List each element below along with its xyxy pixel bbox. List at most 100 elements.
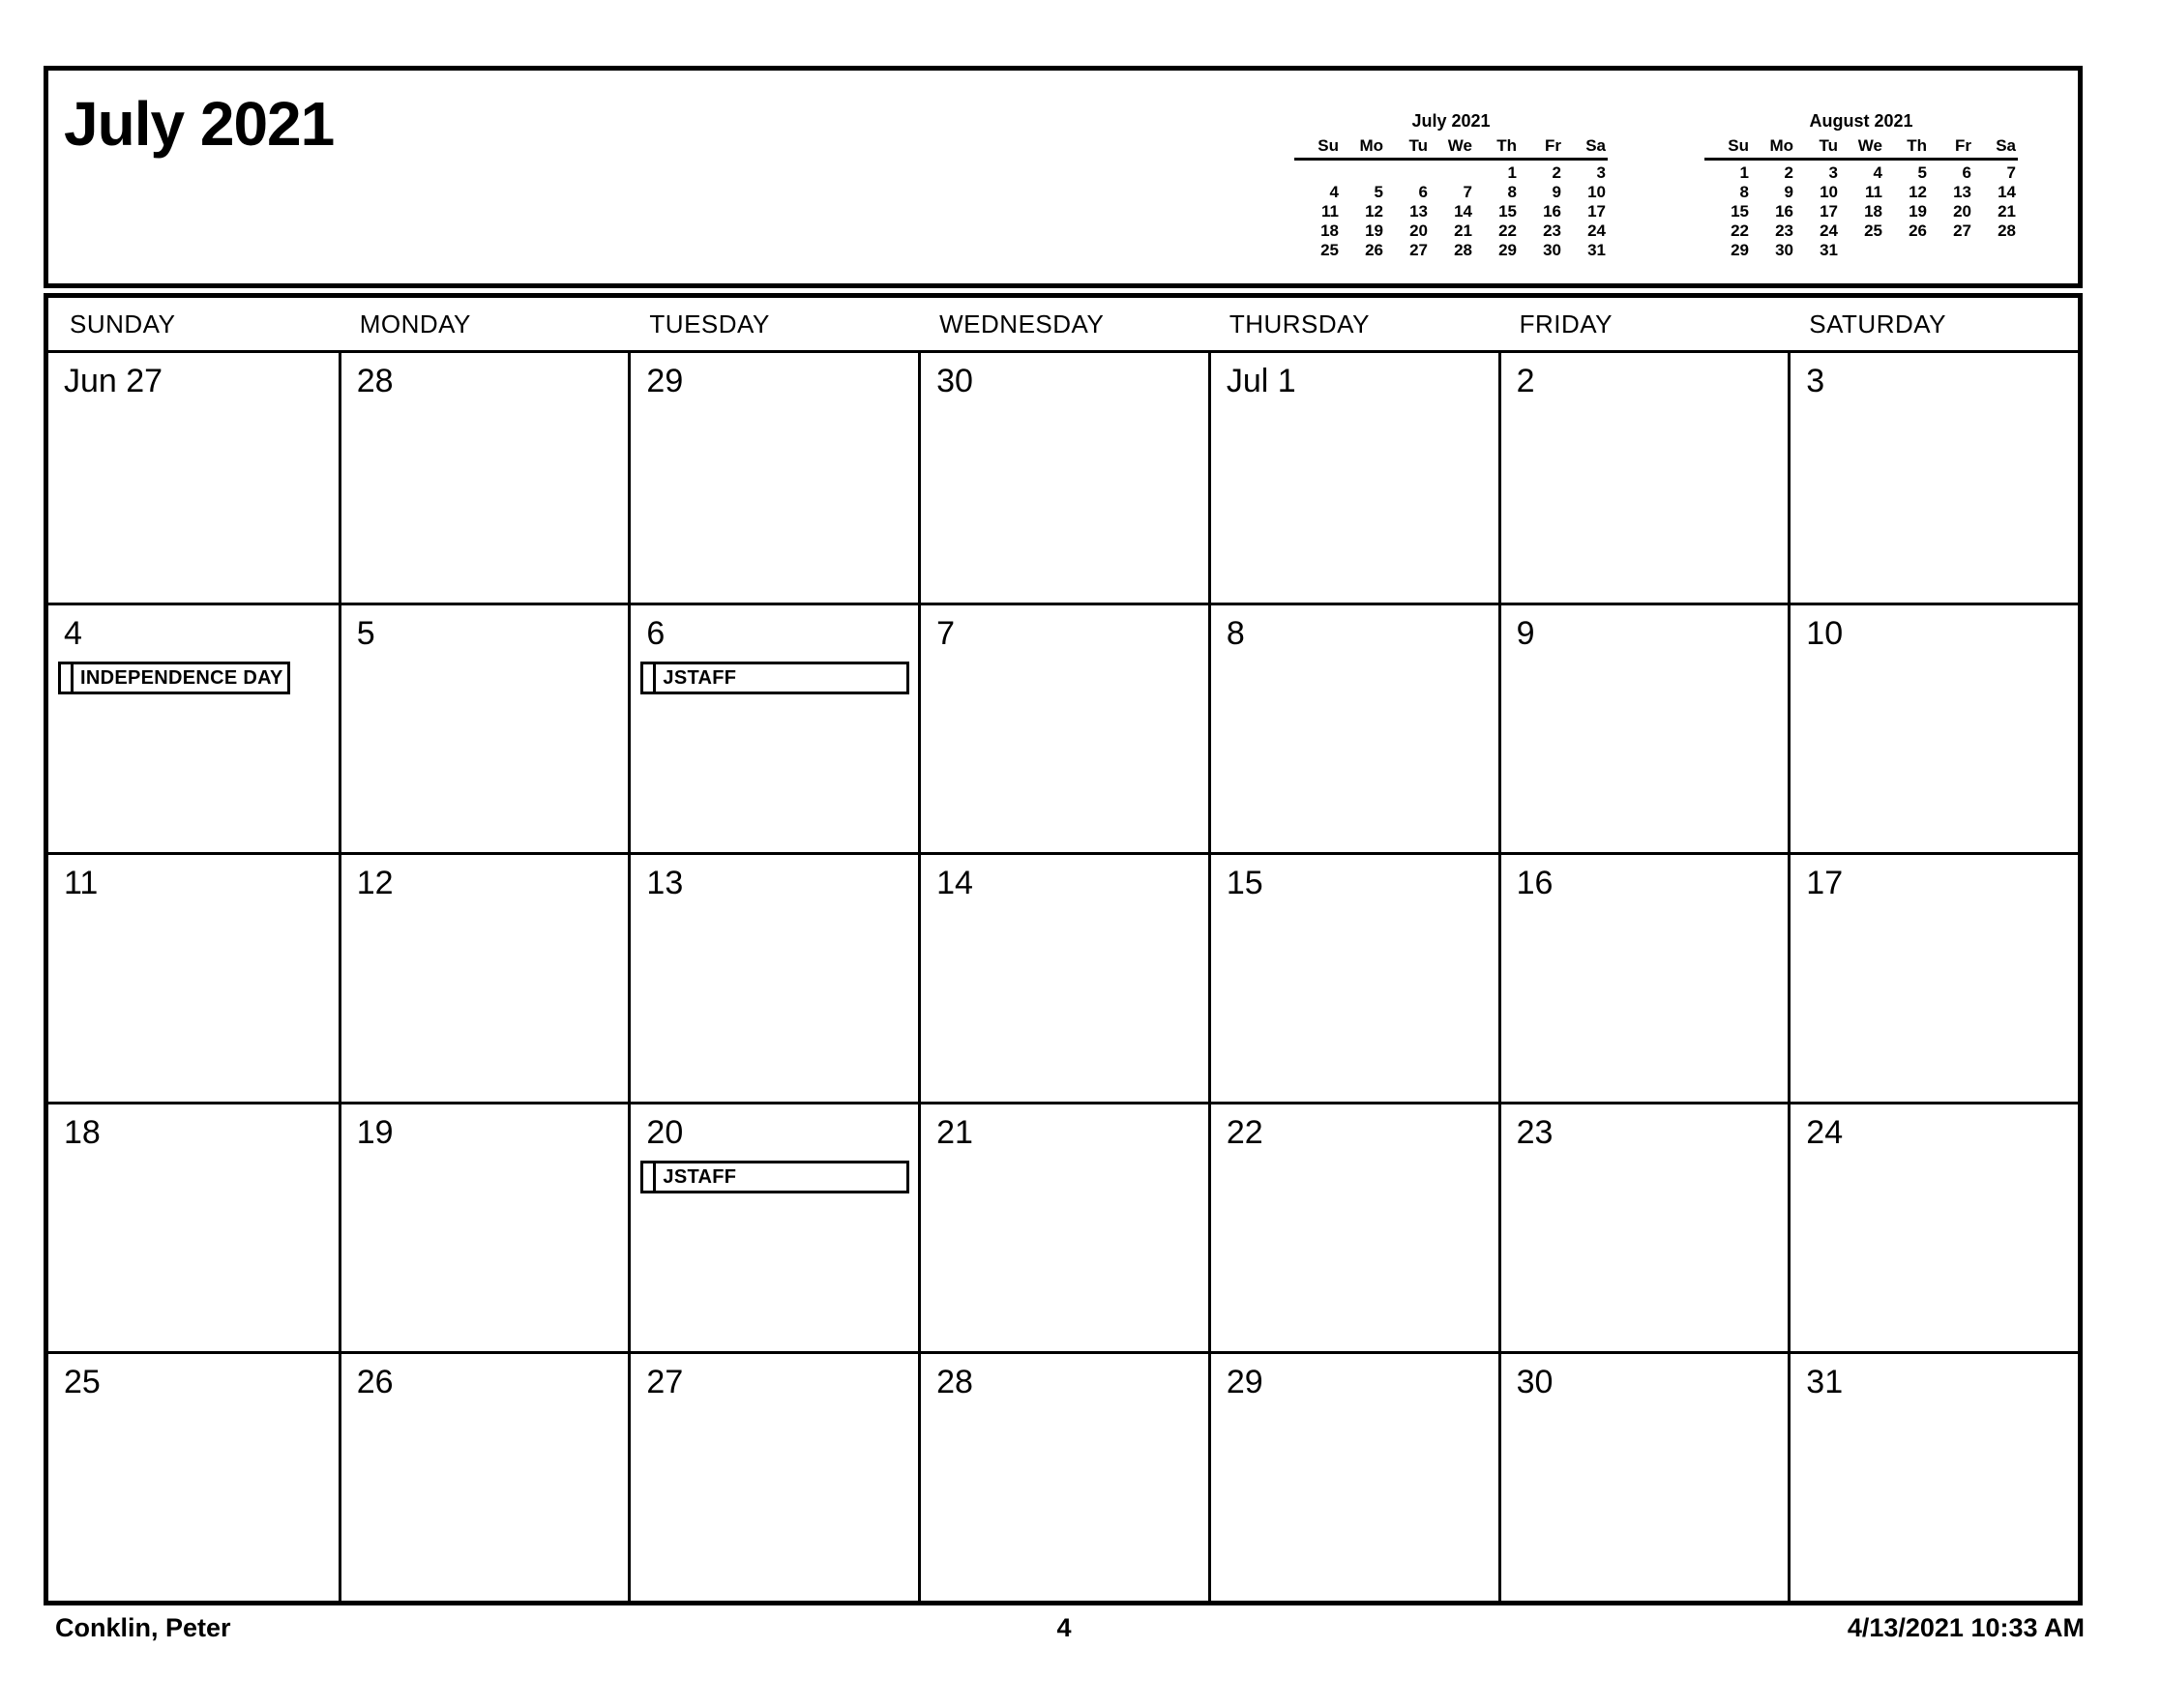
mini-day-header: We xyxy=(1447,136,1472,155)
mini-date xyxy=(1971,241,2016,260)
mini-date: 17 xyxy=(1820,202,1838,221)
day-cell: 22 xyxy=(1207,1102,1498,1351)
mini-day-header: Fr xyxy=(1545,136,1561,155)
day-cell: 29 xyxy=(628,353,918,603)
mini-date: 3 xyxy=(1828,163,1838,182)
day-cell: 18 xyxy=(48,1102,339,1351)
mini-day-header: Tu xyxy=(1819,136,1838,155)
mini-date: 13 xyxy=(1953,183,1971,201)
day-number: 29 xyxy=(1226,1364,1263,1400)
page-footer: Conklin, Peter 4 4/13/2021 10:33 AM xyxy=(0,1613,2161,1646)
mini-date: 14 xyxy=(1454,202,1472,221)
day-number: 12 xyxy=(356,865,394,901)
day-cell: 31 xyxy=(1788,1351,2078,1601)
mini-date: 18 xyxy=(1864,202,1882,221)
day-number: 27 xyxy=(646,1364,684,1400)
day-number: 30 xyxy=(1516,1364,1554,1400)
day-cell: 14 xyxy=(918,852,1208,1102)
mini-calendar-august: August 2021 Su Mo Tu We Th Fr Sa 1 2 3 4 5 6 7 8 9 10 11… xyxy=(1704,111,2018,260)
day-number: 26 xyxy=(356,1364,394,1400)
day-cell: 10 xyxy=(1788,603,2078,852)
day-number: 7 xyxy=(936,615,956,652)
mini-calendar-header-row: Su Mo Tu We Th Fr Sa xyxy=(1704,136,2018,161)
mini-date: 5 xyxy=(1374,183,1383,201)
mini-date xyxy=(1882,241,1927,260)
mini-date: 24 xyxy=(1820,221,1838,240)
mini-date: 22 xyxy=(1731,221,1749,240)
mini-date: 10 xyxy=(1820,183,1838,201)
mini-date: 26 xyxy=(1365,241,1383,259)
mini-date: 28 xyxy=(1454,241,1472,259)
day-cell: 12 xyxy=(338,852,629,1102)
mini-week-row: 18 19 20 21 22 23 24 xyxy=(1294,221,1608,241)
mini-day-header: Su xyxy=(1728,136,1749,155)
day-number: 23 xyxy=(1516,1114,1554,1151)
mini-date: 9 xyxy=(1784,183,1793,201)
day-number: 16 xyxy=(1516,865,1554,901)
mini-date: 20 xyxy=(1409,221,1428,240)
mini-week-row: 29 30 31 xyxy=(1704,241,2018,260)
mini-date: 31 xyxy=(1587,241,1606,259)
month-grid: SUNDAY MONDAY TUESDAY WEDNESDAY THURSDAY FRID… xyxy=(44,293,2083,1605)
day-cell: 3 xyxy=(1788,353,2078,603)
day-number: 17 xyxy=(1806,865,1844,901)
mini-calendar-title: July 2021 xyxy=(1411,111,1491,131)
mini-date: 28 xyxy=(1998,221,2016,240)
mini-date: 15 xyxy=(1498,202,1517,221)
mini-day-header: Fr xyxy=(1955,136,1971,155)
mini-week-row: 1 2 3 xyxy=(1294,163,1608,183)
mini-date: 20 xyxy=(1953,202,1971,221)
mini-date: 27 xyxy=(1409,241,1428,259)
weekday-header: SATURDAY xyxy=(1809,309,1946,339)
mini-date: 19 xyxy=(1909,202,1927,221)
day-cell: 17 xyxy=(1788,852,2078,1102)
mini-date xyxy=(1838,241,1882,260)
mini-date: 24 xyxy=(1587,221,1606,240)
mini-date: 15 xyxy=(1731,202,1749,221)
day-cell: 29 xyxy=(1207,1351,1498,1601)
event-status-strip xyxy=(61,664,74,692)
mini-date xyxy=(1927,241,1971,260)
day-number: 2 xyxy=(1516,363,1535,399)
mini-date xyxy=(1383,163,1428,183)
day-cell: 2 xyxy=(1497,353,1789,603)
mini-date: 4 xyxy=(1873,163,1882,182)
mini-date: 12 xyxy=(1909,183,1927,201)
day-number: 19 xyxy=(356,1114,394,1151)
event-box: JSTAFF xyxy=(640,1161,910,1193)
day-cell: Jul 1 xyxy=(1207,353,1498,603)
day-number: 24 xyxy=(1806,1114,1844,1151)
day-cell: 23 xyxy=(1497,1102,1789,1351)
mini-date: 26 xyxy=(1909,221,1927,240)
day-number: 4 xyxy=(64,615,82,652)
day-number: 8 xyxy=(1226,615,1245,652)
weekday-header: MONDAY xyxy=(359,309,471,339)
mini-date: 29 xyxy=(1731,241,1749,259)
mini-date: 9 xyxy=(1552,183,1561,201)
event-title: INDEPENDENCE DAY xyxy=(80,666,283,689)
mini-week-row: 22 23 24 25 26 27 28 xyxy=(1704,221,2018,241)
day-number: 20 xyxy=(646,1114,684,1151)
day-cell: 4 INDEPENDENCE DAY xyxy=(48,603,339,852)
mini-date: 25 xyxy=(1320,241,1339,259)
day-cell: 28 xyxy=(918,1351,1208,1601)
day-cell: 15 xyxy=(1207,852,1498,1102)
day-number: 31 xyxy=(1806,1364,1844,1400)
mini-week-row: 1 2 3 4 5 6 7 xyxy=(1704,163,2018,183)
day-cell: 13 xyxy=(628,852,919,1102)
day-cell: 27 xyxy=(628,1351,919,1601)
mini-week-row: 4 5 6 7 8 9 10 xyxy=(1294,183,1608,202)
event-box: INDEPENDENCE DAY xyxy=(58,662,290,694)
mini-date: 22 xyxy=(1498,221,1517,240)
day-cell: 16 xyxy=(1497,852,1789,1102)
day-cell: 30 xyxy=(1497,1351,1789,1601)
mini-date: 14 xyxy=(1998,183,2016,201)
mini-date: 7 xyxy=(2006,163,2016,182)
mini-calendar-body: 1 2 3 4 5 6 7 8 9 10 11 12 13 14 15 16 17 18 19 20 21 22 23 24 2… xyxy=(1294,163,1608,260)
mini-day-header: We xyxy=(1857,136,1882,155)
weekday-header: TUESDAY xyxy=(649,309,770,339)
mini-date: 16 xyxy=(1775,202,1793,221)
mini-date: 11 xyxy=(1321,202,1339,221)
mini-day-header: Sa xyxy=(1996,136,2016,155)
